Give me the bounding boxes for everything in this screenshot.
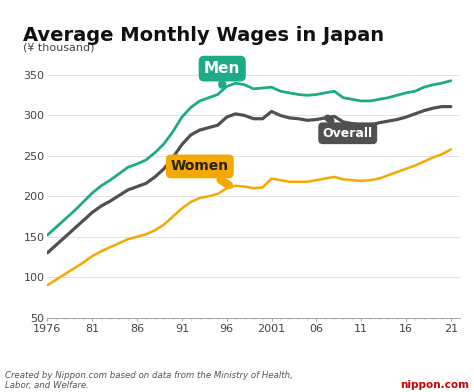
Text: Men: Men (204, 61, 240, 85)
Text: Created by Nippon.com based on data from the Ministry of Health,
Labor, and Welf: Created by Nippon.com based on data from… (5, 371, 292, 390)
Text: Average Monthly Wages in Japan: Average Monthly Wages in Japan (23, 26, 384, 45)
Text: (¥ thousand): (¥ thousand) (23, 42, 94, 52)
Text: Overall: Overall (323, 118, 373, 140)
Text: nippon.com: nippon.com (400, 380, 469, 390)
Text: Women: Women (171, 160, 229, 185)
